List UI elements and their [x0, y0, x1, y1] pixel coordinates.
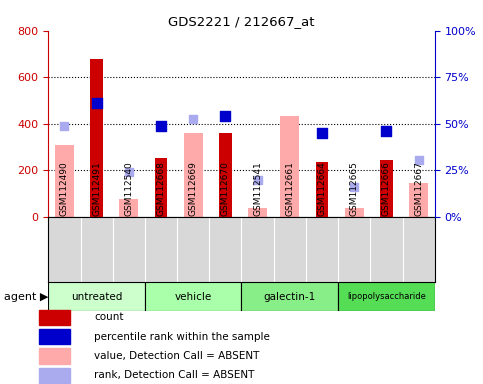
Bar [242, 282, 338, 311]
Bar [280, 116, 299, 217]
Bar [315, 162, 328, 217]
Point [189, 116, 197, 122]
Bar [338, 282, 435, 311]
Bar [145, 282, 242, 311]
Text: value, Detection Call = ABSENT: value, Detection Call = ABSENT [94, 351, 259, 361]
Text: percentile rank within the sample: percentile rank within the sample [94, 332, 270, 342]
Bar [39, 310, 70, 325]
Bar [55, 145, 74, 217]
Bar [155, 157, 168, 217]
Text: vehicle: vehicle [174, 291, 212, 302]
Point [383, 128, 390, 134]
Bar [119, 200, 139, 217]
Bar [409, 182, 428, 217]
Bar [48, 282, 145, 311]
Bar [39, 348, 70, 364]
Point [415, 157, 423, 164]
Point [350, 184, 358, 190]
Bar [39, 368, 70, 383]
Point [318, 130, 326, 136]
Bar [344, 208, 364, 217]
Bar [184, 133, 203, 217]
Bar [219, 133, 232, 217]
Bar [90, 59, 103, 217]
Point [254, 177, 261, 183]
Text: rank, Detection Call = ABSENT: rank, Detection Call = ABSENT [94, 370, 255, 380]
Point [60, 123, 68, 129]
Point [93, 100, 100, 106]
Text: agent ▶: agent ▶ [4, 291, 48, 302]
Point [157, 123, 165, 129]
Bar [380, 161, 393, 217]
Text: galectin-1: galectin-1 [264, 291, 316, 302]
Bar [39, 329, 70, 344]
Point [222, 113, 229, 119]
Text: count: count [94, 312, 124, 322]
Point [125, 169, 133, 175]
Title: GDS2221 / 212667_at: GDS2221 / 212667_at [168, 15, 315, 28]
Text: untreated: untreated [71, 291, 122, 302]
Bar [248, 208, 267, 217]
Text: lipopolysaccharide: lipopolysaccharide [347, 292, 426, 301]
